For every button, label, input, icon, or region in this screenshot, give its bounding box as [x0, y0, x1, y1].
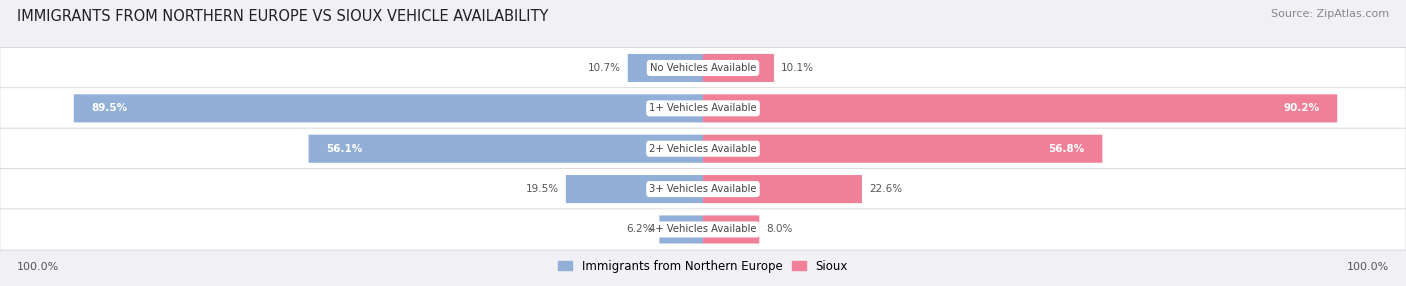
FancyBboxPatch shape: [703, 175, 862, 203]
Text: IMMIGRANTS FROM NORTHERN EUROPE VS SIOUX VEHICLE AVAILABILITY: IMMIGRANTS FROM NORTHERN EUROPE VS SIOUX…: [17, 9, 548, 23]
FancyBboxPatch shape: [565, 175, 703, 203]
FancyBboxPatch shape: [0, 209, 1406, 250]
FancyBboxPatch shape: [703, 54, 775, 82]
Text: 56.1%: 56.1%: [326, 144, 363, 154]
FancyBboxPatch shape: [0, 88, 1406, 129]
Text: 100.0%: 100.0%: [1347, 262, 1389, 272]
Text: 1+ Vehicles Available: 1+ Vehicles Available: [650, 103, 756, 113]
Text: No Vehicles Available: No Vehicles Available: [650, 63, 756, 73]
Text: 6.2%: 6.2%: [626, 225, 652, 235]
Text: 22.6%: 22.6%: [869, 184, 903, 194]
Text: 19.5%: 19.5%: [526, 184, 560, 194]
FancyBboxPatch shape: [659, 215, 703, 243]
Text: Source: ZipAtlas.com: Source: ZipAtlas.com: [1271, 9, 1389, 19]
Text: 10.1%: 10.1%: [782, 63, 814, 73]
Text: 8.0%: 8.0%: [766, 225, 793, 235]
Text: 4+ Vehicles Available: 4+ Vehicles Available: [650, 225, 756, 235]
Text: 89.5%: 89.5%: [91, 103, 128, 113]
FancyBboxPatch shape: [0, 168, 1406, 210]
FancyBboxPatch shape: [0, 128, 1406, 169]
FancyBboxPatch shape: [703, 135, 1102, 163]
FancyBboxPatch shape: [0, 47, 1406, 89]
FancyBboxPatch shape: [308, 135, 703, 163]
FancyBboxPatch shape: [703, 94, 1337, 122]
Legend: Immigrants from Northern Europe, Sioux: Immigrants from Northern Europe, Sioux: [554, 255, 852, 277]
FancyBboxPatch shape: [627, 54, 703, 82]
Text: 90.2%: 90.2%: [1284, 103, 1319, 113]
Text: 10.7%: 10.7%: [588, 63, 621, 73]
FancyBboxPatch shape: [703, 215, 759, 243]
Text: 56.8%: 56.8%: [1049, 144, 1085, 154]
Text: 2+ Vehicles Available: 2+ Vehicles Available: [650, 144, 756, 154]
Text: 3+ Vehicles Available: 3+ Vehicles Available: [650, 184, 756, 194]
FancyBboxPatch shape: [73, 94, 703, 122]
Text: 100.0%: 100.0%: [17, 262, 59, 272]
